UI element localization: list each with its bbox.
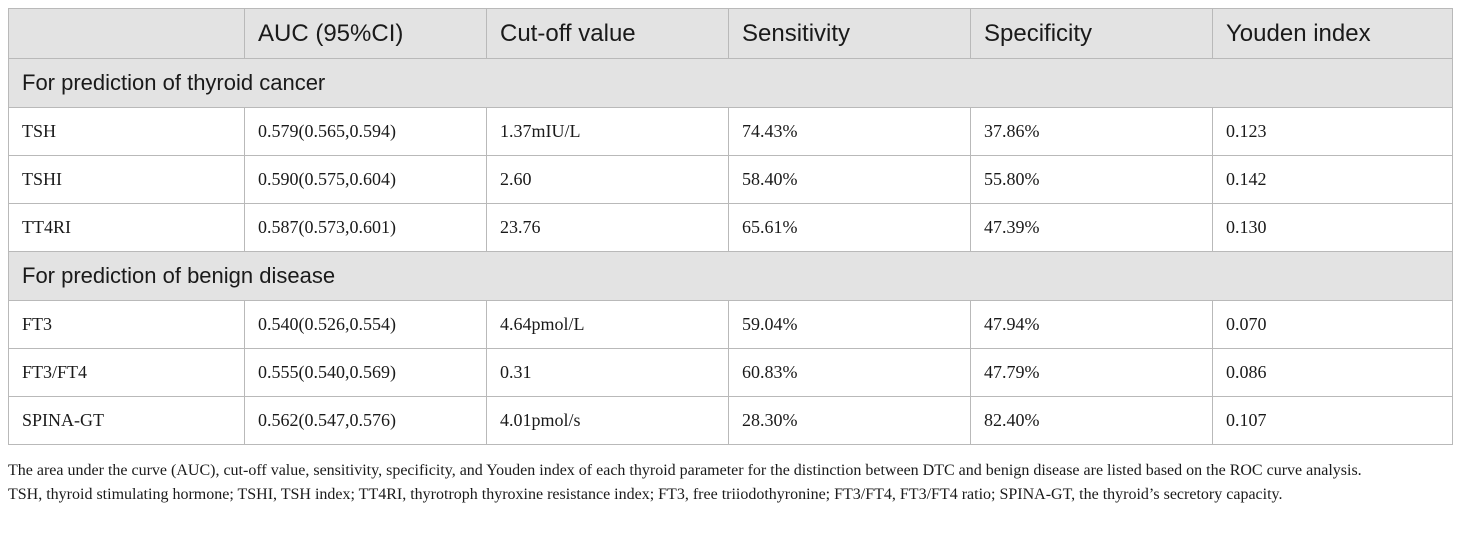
youden-cell: 0.130 (1212, 203, 1453, 252)
table-row: TSH 0.579(0.565,0.594) 1.37mIU/L 74.43% … (8, 107, 1453, 156)
youden-cell: 0.123 (1212, 107, 1453, 156)
cutoff-cell: 0.31 (486, 348, 729, 397)
auc-cell: 0.590(0.575,0.604) (244, 155, 487, 204)
auc-cell: 0.587(0.573,0.601) (244, 203, 487, 252)
section-row-benign-disease: For prediction of benign disease (8, 251, 1453, 301)
header-cell-parameter (8, 8, 245, 59)
section-title: For prediction of thyroid cancer (8, 58, 1453, 108)
auc-cell: 0.540(0.526,0.554) (244, 300, 487, 349)
parameter-cell: TSH (8, 107, 245, 156)
parameter-cell: TSHI (8, 155, 245, 204)
auc-cell: 0.555(0.540,0.569) (244, 348, 487, 397)
table-row: TSHI 0.590(0.575,0.604) 2.60 58.40% 55.8… (8, 155, 1453, 204)
specificity-cell: 37.86% (970, 107, 1213, 156)
youden-cell: 0.107 (1212, 396, 1453, 445)
cutoff-cell: 4.64pmol/L (486, 300, 729, 349)
table-row: SPINA-GT 0.562(0.547,0.576) 4.01pmol/s 2… (8, 396, 1453, 445)
header-row: AUC (95%CI) Cut-off value Sensitivity Sp… (8, 8, 1453, 59)
sensitivity-cell: 60.83% (728, 348, 971, 397)
footnote-abbreviations: TSH, thyroid stimulating hormone; TSHI, … (8, 486, 1283, 503)
sensitivity-cell: 28.30% (728, 396, 971, 445)
table-row: FT3 0.540(0.526,0.554) 4.64pmol/L 59.04%… (8, 300, 1453, 349)
table-footnotes: The area under the curve (AUC), cut-off … (8, 460, 1452, 508)
footnote-description: The area under the curve (AUC), cut-off … (8, 462, 1362, 479)
header-cell-youden: Youden index (1212, 8, 1453, 59)
specificity-cell: 47.39% (970, 203, 1213, 252)
cutoff-cell: 1.37mIU/L (486, 107, 729, 156)
youden-cell: 0.142 (1212, 155, 1453, 204)
header-cell-sensitivity: Sensitivity (728, 8, 971, 59)
specificity-cell: 82.40% (970, 396, 1213, 445)
table-row: TT4RI 0.587(0.573,0.601) 23.76 65.61% 47… (8, 203, 1453, 252)
table-row: FT3/FT4 0.555(0.540,0.569) 0.31 60.83% 4… (8, 348, 1453, 397)
auc-cell: 0.562(0.547,0.576) (244, 396, 487, 445)
sensitivity-cell: 58.40% (728, 155, 971, 204)
youden-cell: 0.086 (1212, 348, 1453, 397)
parameter-cell: TT4RI (8, 203, 245, 252)
auc-cell: 0.579(0.565,0.594) (244, 107, 487, 156)
cutoff-cell: 4.01pmol/s (486, 396, 729, 445)
parameter-cell: FT3 (8, 300, 245, 349)
specificity-cell: 55.80% (970, 155, 1213, 204)
sensitivity-cell: 65.61% (728, 203, 971, 252)
section-row-thyroid-cancer: For prediction of thyroid cancer (8, 58, 1453, 108)
header-cell-auc: AUC (95%CI) (244, 8, 487, 59)
roc-results-table: AUC (95%CI) Cut-off value Sensitivity Sp… (8, 8, 1453, 445)
specificity-cell: 47.79% (970, 348, 1213, 397)
header-cell-cutoff: Cut-off value (486, 8, 729, 59)
parameter-cell: FT3/FT4 (8, 348, 245, 397)
parameter-cell: SPINA-GT (8, 396, 245, 445)
youden-cell: 0.070 (1212, 300, 1453, 349)
section-title: For prediction of benign disease (8, 251, 1453, 301)
header-cell-specificity: Specificity (970, 8, 1213, 59)
sensitivity-cell: 74.43% (728, 107, 971, 156)
sensitivity-cell: 59.04% (728, 300, 971, 349)
cutoff-cell: 2.60 (486, 155, 729, 204)
cutoff-cell: 23.76 (486, 203, 729, 252)
specificity-cell: 47.94% (970, 300, 1213, 349)
